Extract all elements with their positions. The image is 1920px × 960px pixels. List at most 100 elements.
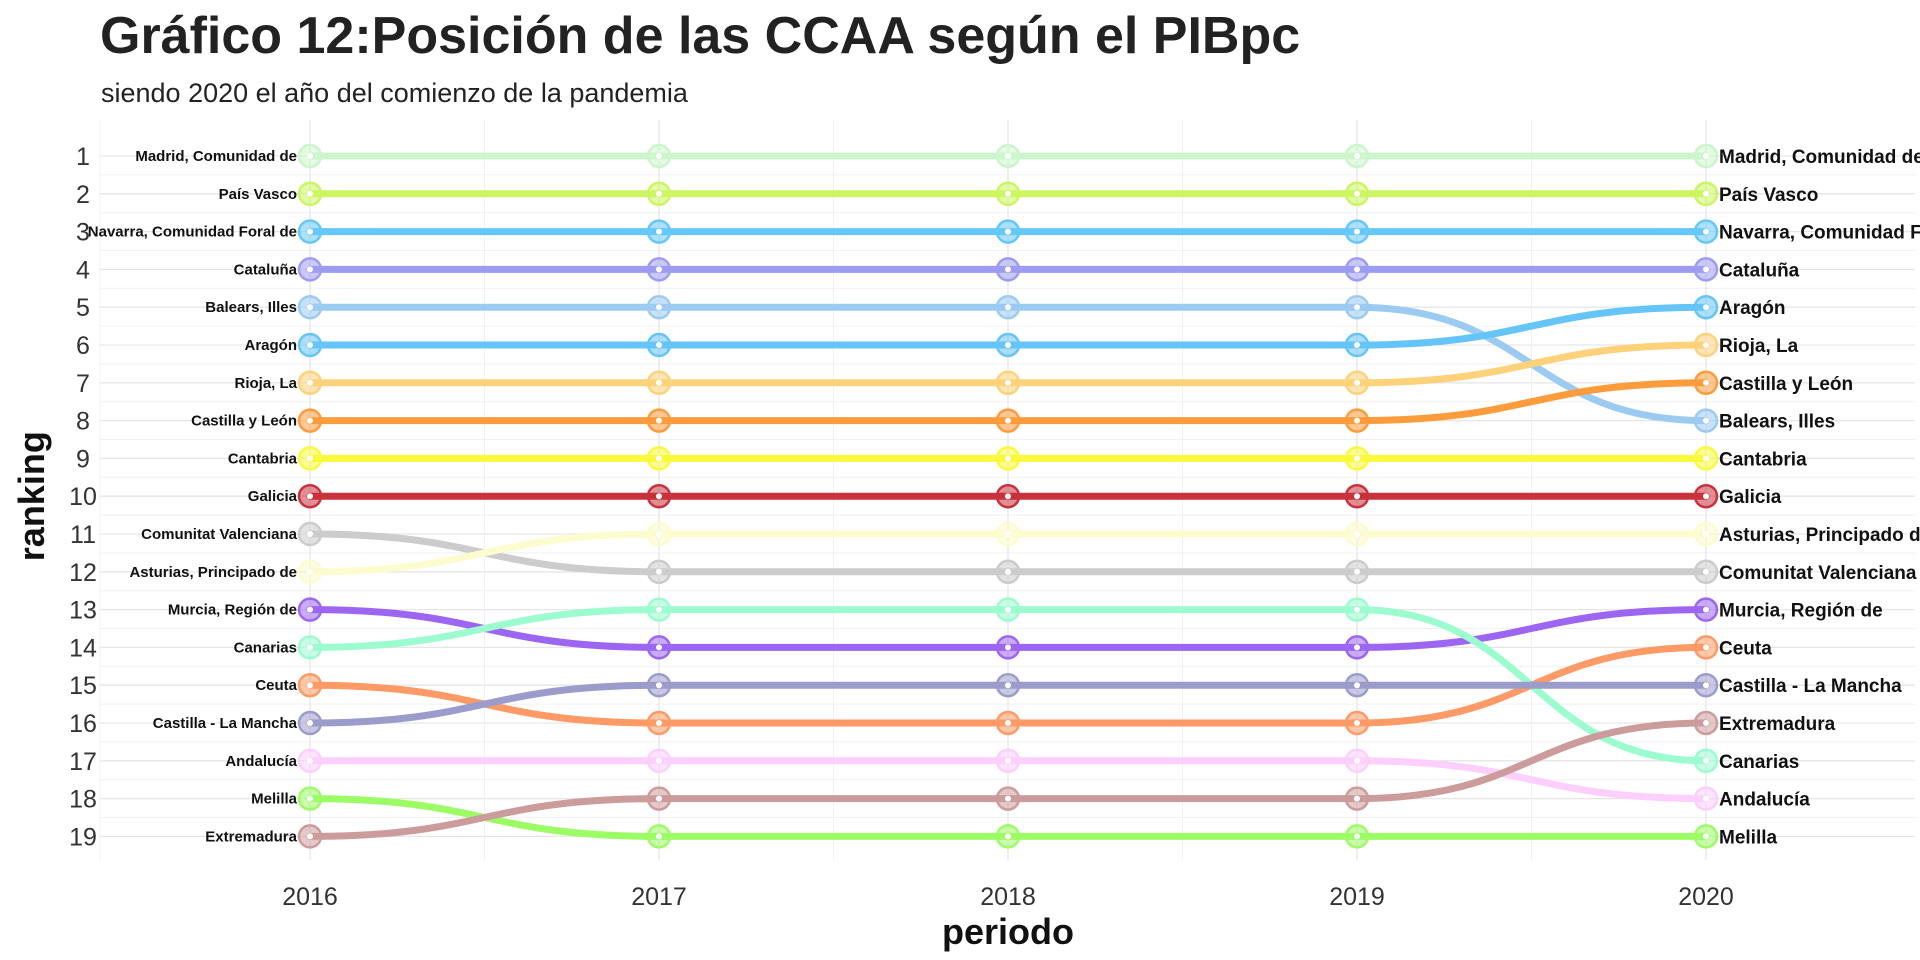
start-label: Andalucía — [225, 753, 297, 770]
series-point-center — [1703, 757, 1709, 764]
y-tick-label: 10 — [69, 483, 97, 511]
y-tick-label: 13 — [69, 597, 97, 625]
series-point-center — [1005, 153, 1011, 159]
series-point-center — [1005, 795, 1011, 802]
end-label: Ceuta — [1719, 638, 1772, 659]
series-point-center — [1005, 266, 1011, 273]
end-label: Castilla y León — [1719, 374, 1853, 395]
start-label: Canarias — [234, 639, 297, 656]
end-label: País Vasco — [1719, 185, 1818, 206]
end-label: Andalucía — [1719, 790, 1810, 811]
y-tick-label: 9 — [76, 445, 90, 473]
series-point-center — [656, 266, 662, 273]
start-label: Murcia, Región de — [168, 602, 297, 619]
series-point-center — [1354, 417, 1360, 424]
series-point-center — [1354, 493, 1360, 500]
start-label: Rioja, La — [234, 375, 297, 392]
series-point-center — [1703, 153, 1709, 159]
end-label: Comunitat Valenciana — [1719, 563, 1917, 584]
end-label: Rioja, La — [1719, 336, 1799, 357]
series-point-center — [307, 379, 313, 386]
series-point-center — [656, 720, 662, 726]
end-label: Cataluña — [1719, 260, 1800, 281]
series-point-center — [307, 304, 313, 311]
start-label: Castilla - La Mancha — [153, 715, 298, 732]
end-label: Galicia — [1719, 487, 1782, 508]
series-point-center — [1354, 304, 1360, 311]
end-label: Navarra, Comunidad Foral de — [1719, 223, 1920, 244]
series-point-center — [1354, 795, 1360, 802]
series-point-center — [656, 190, 662, 197]
start-label: Aragón — [245, 337, 298, 354]
series-point-center — [656, 644, 662, 651]
series-point-center — [1703, 531, 1709, 537]
end-label: Extremadura — [1719, 714, 1836, 735]
x-tick-label: 2016 — [282, 883, 338, 911]
series-point-center — [1005, 531, 1011, 537]
start-labels: Madrid, Comunidad de País Vasco Navarra, C… — [88, 148, 298, 845]
start-label: Navarra, Comunidad Foral de — [88, 224, 297, 241]
start-label: Cataluña — [234, 261, 298, 278]
start-label: Melilla — [251, 791, 298, 808]
start-label: Asturias, Principado de — [129, 564, 297, 581]
series-points — [297, 143, 1719, 849]
series-point-center — [1703, 417, 1709, 424]
x-tick-label: 2020 — [1678, 883, 1734, 911]
series-point-center — [1005, 228, 1011, 235]
series-point-center — [656, 417, 662, 424]
series-point-center — [1703, 493, 1709, 500]
x-tick-label: 2018 — [980, 883, 1036, 911]
series-point-center — [307, 568, 313, 575]
end-label: Murcia, Región de — [1719, 601, 1883, 622]
chart-subtitle: siendo 2020 el año del comienzo de la pa… — [101, 78, 688, 108]
end-label: Balears, Illes — [1719, 412, 1835, 433]
series-point-center — [1354, 833, 1360, 840]
series-point-center — [307, 190, 313, 197]
series-point-center — [1005, 833, 1011, 840]
series-point-center — [1354, 644, 1360, 651]
end-labels: Madrid, Comunidad de País Vasco Navarra, C… — [1719, 147, 1920, 848]
start-label: Madrid, Comunidad de — [135, 148, 297, 165]
series-point-center — [307, 417, 313, 424]
series-point-center — [1354, 568, 1360, 575]
series-point-center — [1703, 190, 1709, 197]
start-label: Ceuta — [255, 677, 297, 694]
series-point-center — [1703, 342, 1709, 348]
y-tick-label: 8 — [76, 408, 90, 436]
end-label: Melilla — [1719, 827, 1778, 848]
series-point-center — [656, 682, 662, 689]
series-point-center — [656, 757, 662, 764]
series-point-center — [1005, 606, 1011, 613]
series-point-center — [1354, 153, 1360, 159]
series-point-center — [1354, 190, 1360, 197]
series-point-center — [1703, 228, 1709, 235]
series-point-center — [307, 644, 313, 651]
x-tick-label: 2017 — [631, 883, 687, 911]
series-point-center — [307, 455, 313, 462]
y-tick-label: 4 — [76, 256, 90, 284]
series-point-center — [1703, 455, 1709, 462]
x-axis-title: periodo — [942, 911, 1074, 952]
series-point-center — [307, 757, 313, 764]
y-tick-label: 15 — [69, 672, 97, 700]
series-point-center — [1354, 720, 1360, 726]
y-tick-label: 7 — [76, 370, 90, 398]
series-point-center — [1005, 757, 1011, 764]
end-label: Aragón — [1719, 298, 1786, 319]
y-tick-label: 19 — [69, 823, 97, 851]
series-point-center — [1703, 606, 1709, 613]
series-point-center — [307, 531, 313, 537]
series-point-center — [656, 304, 662, 311]
start-label: Galicia — [248, 488, 298, 505]
start-label: Extremadura — [205, 828, 297, 845]
x-axis: 2016 2017 2018 2019 2020 — [282, 883, 1734, 911]
series-point-center — [307, 342, 313, 348]
series-point-center — [1354, 379, 1360, 386]
series-point-center — [1005, 342, 1011, 348]
series-point-center — [307, 493, 313, 500]
series-point-center — [1005, 417, 1011, 424]
y-tick-label: 18 — [69, 786, 97, 814]
series-point-center — [307, 266, 313, 273]
